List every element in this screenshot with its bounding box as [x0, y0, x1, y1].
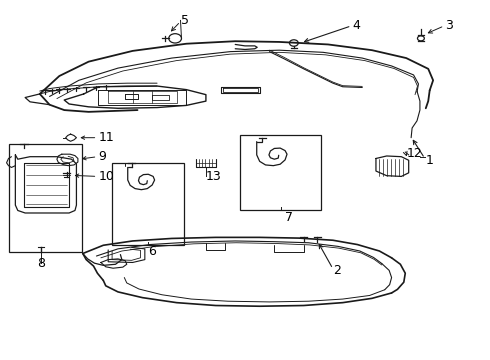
Bar: [240, 135, 321, 211]
Text: 9: 9: [98, 150, 106, 163]
Text: 7: 7: [285, 211, 293, 224]
Text: 1: 1: [426, 154, 434, 167]
Bar: [112, 163, 184, 245]
Text: 13: 13: [206, 170, 221, 183]
Bar: [9, 144, 82, 252]
Text: 12: 12: [406, 147, 422, 159]
Text: 4: 4: [352, 19, 360, 32]
Text: 2: 2: [333, 264, 341, 277]
Text: 5: 5: [181, 14, 190, 27]
Text: 10: 10: [98, 170, 114, 183]
Text: 11: 11: [98, 131, 114, 144]
Text: 3: 3: [445, 19, 453, 32]
Text: 8: 8: [37, 257, 45, 270]
Text: 6: 6: [148, 245, 156, 258]
